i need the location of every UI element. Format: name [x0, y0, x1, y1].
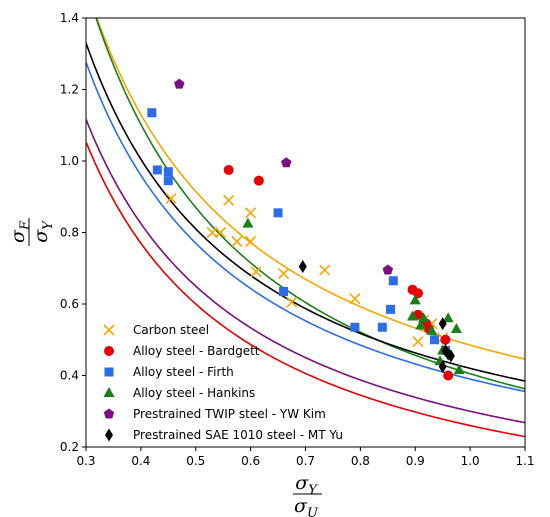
- legend-label-series-0: Carbon steel: [133, 323, 209, 337]
- x-axis-ticks: 0.3 0.4 0.5 0.6 0.7 0.8 0.9 1.0 1.1: [76, 447, 535, 468]
- fit-lines: [86, 18, 525, 438]
- x-tick-label: 0.7: [296, 454, 315, 468]
- data-point-series-3: [409, 294, 421, 305]
- data-point-series-0: [412, 335, 424, 348]
- data-point-series-3: [450, 323, 462, 334]
- fit-line-series-0: [95, 18, 525, 360]
- plot-frame: [85, 17, 526, 448]
- x-tick-label: 1.1: [515, 454, 534, 468]
- data-point-series-4: [174, 78, 185, 89]
- data-point-series-3: [407, 310, 419, 321]
- data-point-series-0: [231, 235, 243, 248]
- data-point-series-3: [442, 312, 454, 323]
- data-point-series-2: [163, 176, 173, 186]
- x-tick-label: 0.4: [131, 454, 150, 468]
- data-point-series-4: [281, 157, 292, 168]
- y-tick-label: 1.0: [60, 154, 79, 168]
- data-point-series-2: [163, 167, 173, 177]
- x-tick-label: 0.6: [241, 454, 260, 468]
- data-point-series-5: [438, 317, 447, 331]
- data-point-series-1: [440, 334, 451, 345]
- x-tick-label: 1.0: [461, 454, 480, 468]
- data-point-series-2: [388, 276, 398, 286]
- data-point-series-0: [286, 296, 298, 308]
- y-tick-label: 0.8: [60, 226, 79, 240]
- y-axis-ticks: 0.2 0.4 0.6 0.8 1.0 1.2 1.4: [60, 11, 86, 454]
- legend-marker-series-3: [103, 387, 115, 397]
- x-axis-label-denominator: σU: [294, 495, 319, 517]
- y-tick-label: 1.2: [60, 83, 79, 97]
- data-point-series-3: [242, 217, 254, 228]
- data-points: [147, 78, 465, 381]
- y-axis-label-numerator: σF: [7, 220, 33, 243]
- x-axis-label-numerator: σY: [295, 472, 318, 498]
- x-tick-label: 0.5: [186, 454, 205, 468]
- data-point-series-2: [152, 165, 162, 175]
- data-point-series-1: [253, 175, 264, 186]
- data-point-series-2: [273, 208, 283, 218]
- data-point-series-2: [429, 335, 439, 345]
- data-point-series-1: [443, 370, 454, 381]
- y-tick-label: 1.4: [60, 11, 79, 25]
- data-point-series-0: [319, 264, 331, 276]
- data-point-series-5: [446, 349, 455, 363]
- y-axis-label: σF σY: [7, 218, 56, 246]
- data-point-series-0: [250, 266, 262, 278]
- data-point-series-5: [298, 259, 307, 273]
- data-point-series-1: [223, 164, 234, 175]
- x-tick-label: 0.3: [76, 454, 95, 468]
- data-point-series-0: [245, 235, 257, 248]
- data-point-series-0: [223, 194, 235, 206]
- legend-marker-series-0: [103, 324, 115, 336]
- fit-line-series-4: [86, 118, 525, 424]
- data-point-series-5: [438, 360, 447, 374]
- x-tick-label: 0.8: [351, 454, 370, 468]
- fit-line-series-3: [95, 18, 525, 390]
- legend-label-series-5: Prestrained SAE 1010 steel - MT Yu: [133, 428, 343, 442]
- x-axis-label: σY σU: [293, 472, 322, 517]
- fit-line-series-5: [86, 42, 525, 382]
- legend-marker-series-1: [104, 346, 114, 356]
- data-point-series-0: [245, 207, 257, 219]
- y-tick-label: 0.2: [60, 440, 79, 454]
- data-point-series-2: [279, 286, 289, 296]
- data-point-series-0: [277, 268, 290, 280]
- legend-marker-series-4: [103, 408, 115, 419]
- data-point-series-2: [386, 304, 396, 314]
- legend-label-series-1: Alloy steel - Bardgett: [133, 344, 260, 358]
- data-point-series-3: [426, 324, 438, 335]
- data-point-series-2: [377, 322, 387, 332]
- legend-marker-series-2: [104, 367, 114, 377]
- data-point-series-0: [206, 226, 218, 239]
- y-axis-label-denominator: σY: [30, 220, 56, 243]
- legend-marker-series-5: [105, 428, 113, 442]
- data-point-series-3: [417, 312, 429, 323]
- data-point-series-0: [349, 293, 361, 305]
- data-point-series-3: [453, 364, 465, 375]
- data-point-series-3: [415, 319, 427, 330]
- x-tick-label: 0.9: [406, 454, 425, 468]
- fit-line-series-1: [86, 141, 525, 438]
- legend-label-series-4: Prestrained TWIP steel - YW Kim: [133, 407, 326, 421]
- y-tick-label: 0.6: [60, 297, 79, 311]
- legend: Carbon steel Alloy steel - Bardgett Alloy …: [103, 323, 343, 442]
- data-point-series-2: [350, 322, 360, 332]
- data-point-series-0: [165, 192, 177, 205]
- legend-label-series-2: Alloy steel - Firth: [133, 365, 234, 379]
- legend-label-series-3: Alloy steel - Hankins: [133, 386, 255, 400]
- data-point-series-2: [147, 108, 157, 118]
- y-tick-label: 0.4: [60, 369, 79, 383]
- data-point-series-4: [382, 264, 394, 275]
- data-point-series-0: [214, 226, 227, 239]
